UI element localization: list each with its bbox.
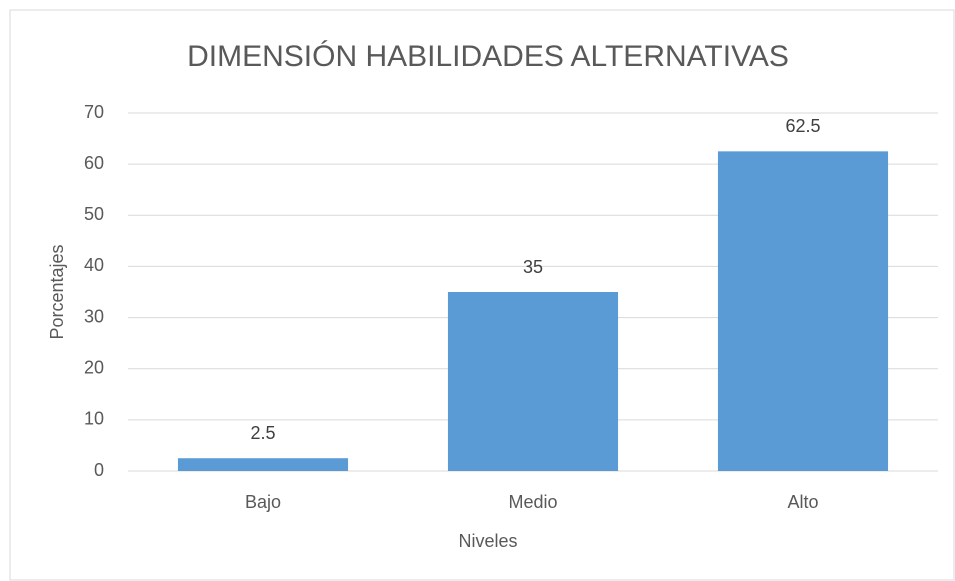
x-axis-label: Niveles [458, 531, 517, 551]
y-tick-label: 40 [84, 255, 104, 275]
y-tick-label: 20 [84, 357, 104, 377]
y-tick-label: 70 [84, 102, 104, 122]
y-tick-label: 10 [84, 409, 104, 429]
data-label: 62.5 [785, 116, 820, 136]
y-axis-label: Porcentajes [47, 244, 67, 339]
bar [447, 292, 619, 471]
y-tick-label: 30 [84, 306, 104, 326]
y-tick-label: 60 [84, 153, 104, 173]
bar [177, 458, 349, 471]
y-tick-label: 50 [84, 204, 104, 224]
x-tick-label: Bajo [245, 492, 281, 512]
x-tick-label: Medio [508, 492, 557, 512]
x-tick-label: Alto [787, 492, 818, 512]
data-label: 35 [523, 257, 543, 277]
bar [717, 151, 889, 471]
data-label: 2.5 [250, 423, 275, 443]
chart-title: DIMENSIÓN HABILIDADES ALTERNATIVAS [187, 40, 789, 73]
y-tick-label: 0 [94, 460, 104, 480]
